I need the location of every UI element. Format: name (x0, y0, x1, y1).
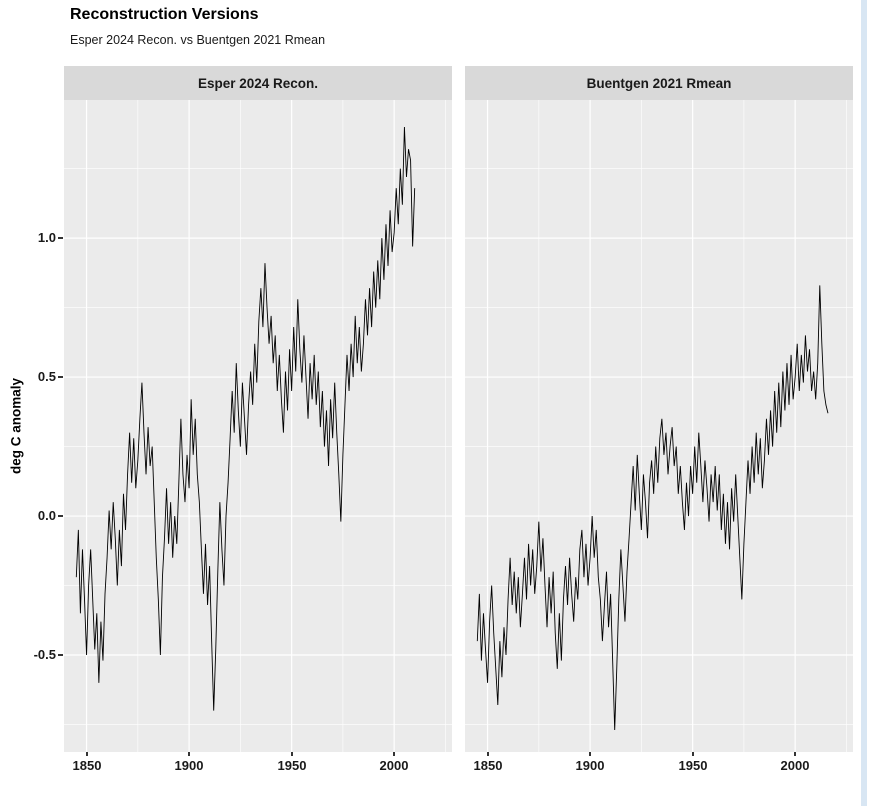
x-tick-mark (86, 752, 88, 756)
x-tick-mark (188, 752, 190, 756)
x-tick-mark (487, 752, 489, 756)
facet-1: Buentgen 2021 Rmean (465, 66, 853, 752)
facet-panel (465, 100, 853, 752)
y-tick-mark (58, 515, 63, 517)
x-tick-label: 1950 (277, 758, 307, 773)
scrollbar-track[interactable] (861, 0, 867, 806)
x-tick-mark (692, 752, 694, 756)
x-tick-label: 1850 (72, 758, 102, 773)
y-tick-label: 1.0 (37, 230, 56, 245)
facet-panel (64, 100, 452, 752)
y-tick-label: 0.0 (37, 508, 56, 523)
chart-subtitle: Esper 2024 Recon. vs Buentgen 2021 Rmean (70, 33, 326, 47)
series-line (75, 126, 416, 711)
facet-strip-label: Buentgen 2021 Rmean (465, 66, 853, 100)
y-tick-mark (58, 237, 63, 239)
y-tick-mark (58, 376, 63, 378)
x-tick-label: 1850 (473, 758, 503, 773)
series-line (476, 285, 829, 731)
chart-title: Reconstruction Versions (70, 6, 259, 23)
x-tick-label: 2000 (780, 758, 810, 773)
x-tick-label: 1900 (575, 758, 605, 773)
y-tick-label: 0.5 (37, 369, 56, 384)
facet-0: Esper 2024 Recon. (64, 66, 452, 752)
x-tick-label: 1950 (678, 758, 708, 773)
y-tick-mark (58, 654, 63, 656)
x-tick-mark (393, 752, 395, 756)
facet-strip-label: Esper 2024 Recon. (64, 66, 452, 100)
x-tick-label: 1900 (174, 758, 204, 773)
y-tick-label: -0.5 (33, 647, 56, 662)
x-tick-mark (794, 752, 796, 756)
y-axis-title: deg C anomaly (8, 377, 24, 475)
x-tick-mark (291, 752, 293, 756)
x-tick-mark (589, 752, 591, 756)
x-tick-label: 2000 (379, 758, 409, 773)
